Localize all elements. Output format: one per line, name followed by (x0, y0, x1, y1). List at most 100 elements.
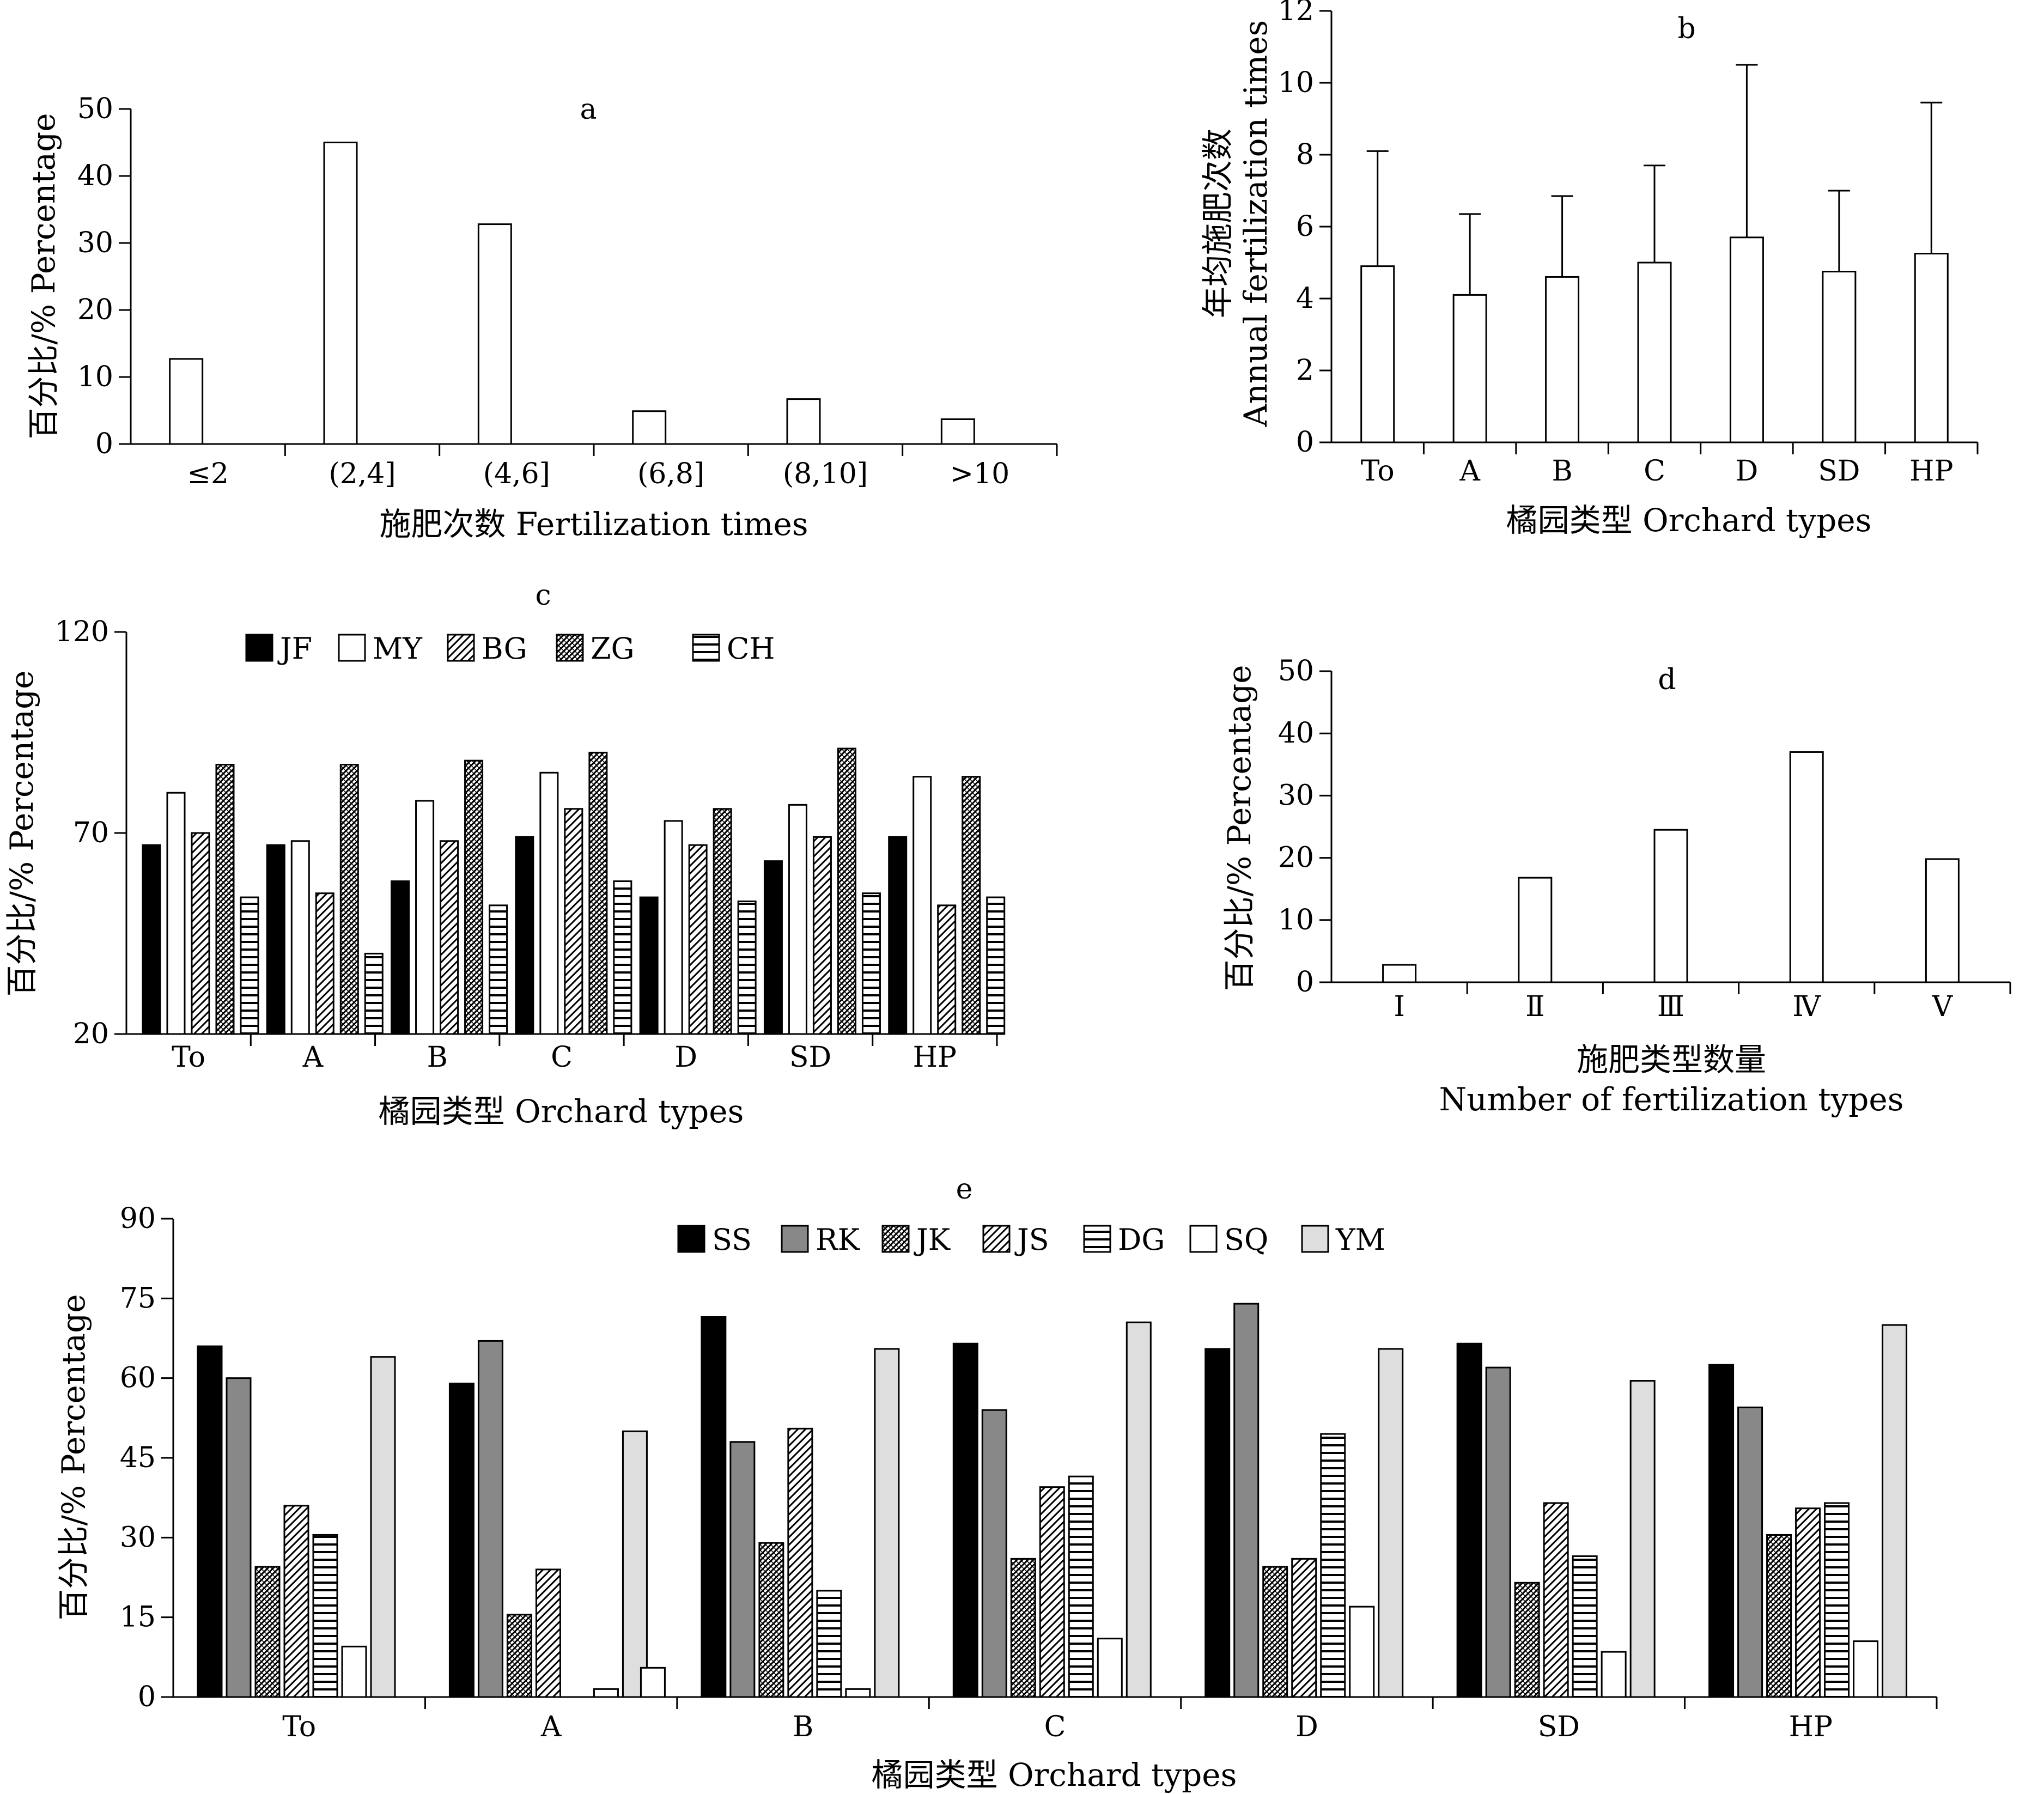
legend-label-JK: JK (914, 1223, 951, 1257)
bar-YM-5 (1629, 1380, 1656, 1698)
bar-RK-5 (1485, 1366, 1511, 1698)
bar-DG-4 (1320, 1433, 1346, 1698)
bar-JS-0 (283, 1505, 309, 1698)
bar-extra-0 (640, 1667, 666, 1698)
bar-0 (169, 358, 204, 445)
bar-CH-0 (240, 896, 259, 1035)
y-tick-label: 40 (1278, 717, 1314, 750)
bar-YM-0 (370, 1356, 396, 1698)
panel-e: 0 15 30 45 60 75 90 To A B C D SD HP SS RK JK JS DG SQ YM e 橘园… (55, 1173, 1938, 1793)
bar-JK-2 (758, 1542, 784, 1698)
x-tick-label: To (172, 1041, 205, 1074)
y-tick-label: 60 (120, 1362, 156, 1395)
x-tick-label: Ⅴ (1932, 990, 1954, 1023)
bar-ZG-5 (837, 747, 856, 1035)
x-tick-label: Ⅰ (1394, 990, 1405, 1023)
bar-SS-6 (1708, 1364, 1735, 1698)
bar-ZG-6 (962, 776, 981, 1035)
legend-label-ZG: ZG (591, 631, 635, 666)
x-tick-label: SD (1538, 1711, 1580, 1743)
bar-JF-6 (888, 836, 908, 1035)
legend-swatch-RK (781, 1225, 809, 1253)
x-tick-label: C (1644, 455, 1665, 488)
y-tick-label: 8 (1296, 138, 1314, 171)
legend-swatch-JK (881, 1225, 910, 1253)
legend-swatch-CH (692, 634, 720, 662)
y-tick-label: 50 (77, 93, 113, 125)
bar-MY-4 (664, 820, 683, 1035)
bar-RK-1 (477, 1340, 503, 1698)
x-tick-label: D (1295, 1711, 1318, 1743)
bar-SQ-3 (1097, 1638, 1123, 1698)
bar-BG-5 (812, 836, 832, 1035)
x-tick-label: D (1736, 455, 1759, 488)
bar-MY-2 (415, 800, 435, 1035)
x-tick-label: B (793, 1711, 813, 1743)
legend-label-DG: DG (1118, 1223, 1165, 1257)
bar-JF-5 (763, 860, 783, 1035)
bar-DG-6 (1824, 1502, 1850, 1698)
bar-JF-4 (639, 896, 659, 1035)
bar-JS-2 (787, 1427, 813, 1698)
bar-CH-4 (737, 900, 757, 1035)
bar-0 (1382, 964, 1417, 983)
legend-swatch-DG (1083, 1225, 1111, 1253)
bar-RK-4 (1233, 1303, 1260, 1698)
bar-JF-1 (266, 844, 285, 1035)
bar-BG-6 (937, 904, 957, 1035)
panel-title: c (535, 579, 551, 612)
bar-1 (1452, 294, 1487, 443)
y-tick-label: 15 (120, 1601, 156, 1634)
bar-3 (1637, 262, 1672, 443)
bar-RK-2 (729, 1441, 756, 1698)
y-tick-label: 10 (1278, 904, 1314, 936)
legend-label-MY: MY (373, 631, 423, 666)
y-tick-label: 75 (120, 1282, 156, 1315)
y-axis-title-en: Annual fertilization times (1237, 20, 1274, 428)
x-tick-label: To (1361, 455, 1395, 488)
y-axis-title-cn: 年均施肥次数 (1199, 129, 1236, 318)
x-tick-label: HP (1909, 455, 1953, 488)
bar-SQ-0 (341, 1645, 367, 1698)
bar-BG-2 (440, 840, 459, 1035)
y-tick-label: 30 (120, 1521, 156, 1554)
bar-SQ-1 (593, 1688, 619, 1698)
x-tick-label: SD (1818, 455, 1860, 488)
x-axis-title: 橘园类型 Orchard types (1506, 502, 1872, 539)
panel-a: 0 10 20 30 40 50 ≤2 (2,4] (4,6] (6,8] (8,10] >10 a 施肥… (25, 93, 1058, 543)
bar-YM-6 (1882, 1324, 1908, 1698)
x-tick-label: C (551, 1041, 573, 1074)
bar-CH-1 (364, 952, 384, 1035)
x-axis-title-en: Number of fertilization types (1439, 1081, 1903, 1118)
x-tick-label: A (1459, 455, 1481, 488)
bar-ZG-1 (339, 764, 359, 1035)
y-tick-label: 20 (77, 294, 113, 326)
bar-JK-3 (1010, 1558, 1036, 1698)
y-tick-label: 12 (1278, 0, 1314, 27)
x-tick-label: A (540, 1711, 562, 1743)
bar-BG-4 (688, 844, 708, 1035)
bar-DG-3 (1068, 1475, 1094, 1698)
y-tick-label: 0 (1296, 426, 1314, 459)
y-axis-title: 百分比/% Percentage (25, 113, 62, 439)
legend-label-BG: BG (482, 631, 527, 666)
bar-ZG-4 (713, 808, 732, 1035)
bar-1 (1518, 877, 1553, 983)
bar-2 (477, 223, 512, 445)
y-tick-label: 50 (1278, 655, 1314, 688)
bar-JK-4 (1262, 1566, 1288, 1698)
x-axis-title: 施肥次数 Fertilization times (379, 506, 808, 543)
bar-3 (632, 410, 667, 445)
x-tick-label: (2,4] (328, 458, 396, 490)
panel-title: b (1677, 13, 1695, 45)
bar-SS-0 (197, 1345, 223, 1698)
legend-swatch-BG (447, 634, 475, 662)
bar-ZG-2 (464, 759, 484, 1035)
bar-JK-5 (1514, 1582, 1540, 1698)
bar-YM-1 (622, 1430, 648, 1698)
y-axis-title: 百分比/% Percentage (3, 670, 40, 996)
legend-label-SS: SS (712, 1223, 752, 1257)
x-tick-label: A (302, 1041, 324, 1074)
x-tick-label: B (427, 1041, 448, 1074)
